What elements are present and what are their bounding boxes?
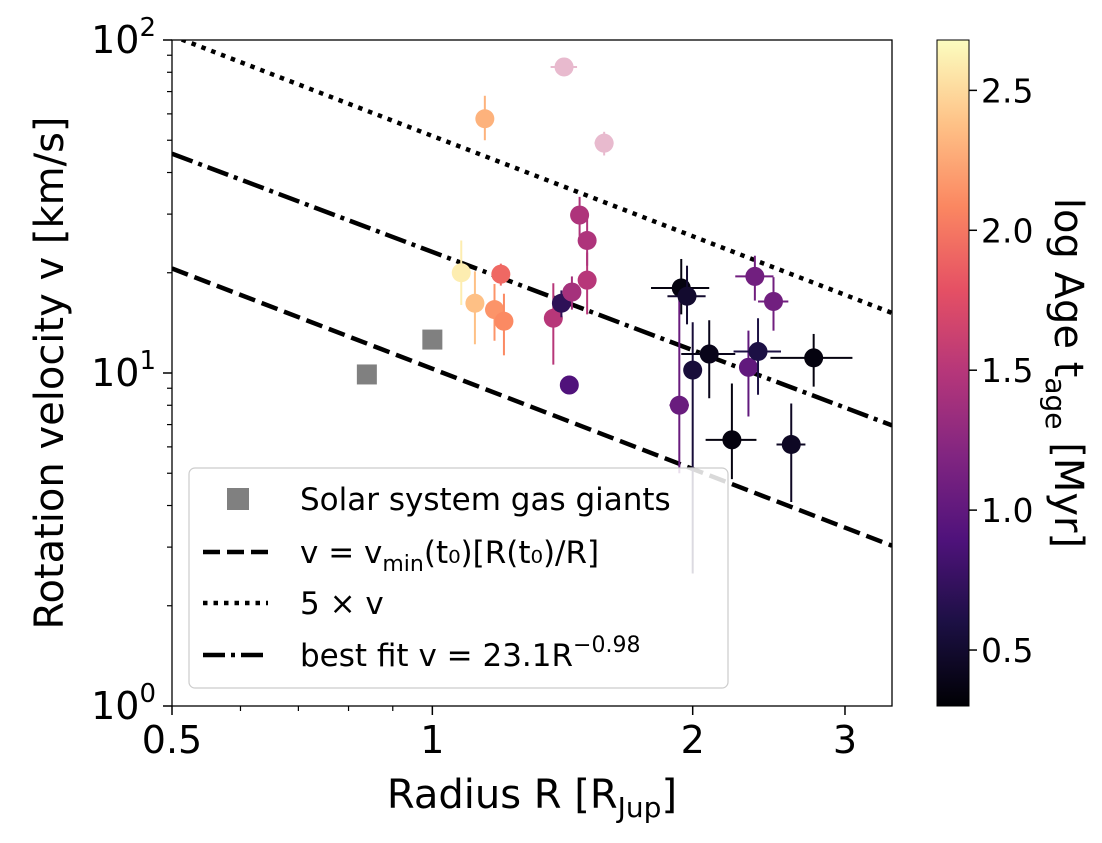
data-point-1 <box>465 271 485 345</box>
data-point-marker <box>543 308 563 328</box>
colorbar-tick-label-4: 2.5 <box>981 71 1033 110</box>
x-tick-label-3: 3 <box>833 718 857 762</box>
data-point-marker <box>748 342 768 362</box>
legend-label-best-fit: best fit v = 23.1R−0.98 <box>300 633 640 674</box>
data-point-21 <box>738 330 758 417</box>
legend-label-5v: 5 × v <box>300 586 384 622</box>
data-point-marker <box>554 57 574 77</box>
line-dotted <box>176 40 892 316</box>
data-point-marker <box>570 205 590 225</box>
data-point-marker <box>763 291 783 311</box>
data-point-19 <box>681 320 736 399</box>
x-tick-label-1: 1 <box>420 718 444 762</box>
solar-system-marker-0 <box>356 364 377 385</box>
data-point-marker <box>699 344 719 364</box>
line-dashdot <box>172 151 892 428</box>
colorbar: 0.5 1.0 1.5 2.0 2.5 log Age tage [Myr] <box>936 39 1091 707</box>
data-point-marker <box>781 434 801 454</box>
data-point-15 <box>669 296 689 474</box>
data-point-marker <box>804 348 824 368</box>
colorbar-tick-label-2: 1.5 <box>981 351 1033 390</box>
data-point-6 <box>543 283 563 365</box>
colorbar-tick-label-3: 2.0 <box>981 211 1033 250</box>
legend-label-solar-system: Solar system gas giants <box>300 482 671 518</box>
data-point-marker <box>562 282 582 302</box>
colorbar-tick-label-0: 0.5 <box>981 631 1033 670</box>
data-point-marker <box>491 264 511 284</box>
y-axis-label: Rotation velocity v [km/s] <box>27 116 73 629</box>
y-tick-label-0: 100 <box>91 679 156 728</box>
data-point-9 <box>559 375 579 395</box>
data-point-23 <box>733 318 781 395</box>
data-point-25 <box>776 403 806 502</box>
data-point-26 <box>770 333 853 387</box>
data-point-marker <box>677 286 697 306</box>
data-point-20 <box>705 383 757 480</box>
data-point-13 <box>577 219 597 266</box>
data-point-marker <box>745 266 765 286</box>
y-tick-label-2: 102 <box>91 13 156 62</box>
y-tick-label-1: 101 <box>91 346 156 395</box>
data-point-2 <box>475 95 495 141</box>
data-point-17 <box>667 265 706 325</box>
data-point-22 <box>735 255 774 301</box>
legend-box <box>188 467 729 689</box>
data-point-marker <box>577 230 597 250</box>
data-points <box>356 57 853 574</box>
data-point-marker <box>475 109 495 129</box>
data-point-0 <box>451 240 471 306</box>
colorbar-gradient <box>936 39 970 707</box>
data-point-marker <box>577 270 597 290</box>
colorbar-label: log Age tage [Myr] <box>1039 198 1091 548</box>
legend-label-vmin: v = vmin(t₀)[R(t₀)/R] <box>300 535 599 577</box>
data-point-marker <box>683 360 703 380</box>
data-point-8 <box>550 57 578 77</box>
x-tick-label-2: 2 <box>681 718 705 762</box>
data-point-10 <box>562 276 582 310</box>
solar-system-marker-1 <box>422 329 443 350</box>
x-axis-label: Radius R [RJup] <box>387 772 677 824</box>
data-point-marker <box>451 263 471 283</box>
data-point-5 <box>494 293 514 356</box>
data-point-24 <box>758 277 789 331</box>
data-point-marker <box>465 293 485 313</box>
line-dashed <box>172 266 892 548</box>
data-point-marker <box>722 430 742 450</box>
model-lines <box>172 40 892 548</box>
colorbar-ticks: 0.5 1.0 1.5 2.0 2.5 <box>969 71 1033 670</box>
x-tick-label-0: 0.5 <box>142 718 202 762</box>
axis-ticks: 0.5 1 2 3 100 101 102 <box>91 13 857 762</box>
data-point-marker <box>494 311 514 331</box>
data-point-marker <box>738 357 758 377</box>
colorbar-tick-label-1: 1.0 <box>981 491 1033 530</box>
data-point-4 <box>491 263 511 286</box>
legend-marker-square <box>227 488 249 510</box>
data-point-marker <box>594 133 614 153</box>
legend: Solar system gas giants v = vmin(t₀)[R(t… <box>188 467 729 689</box>
data-point-marker <box>559 375 579 395</box>
data-point-14 <box>594 131 614 156</box>
data-point-11 <box>570 196 590 236</box>
data-point-marker <box>669 395 689 415</box>
